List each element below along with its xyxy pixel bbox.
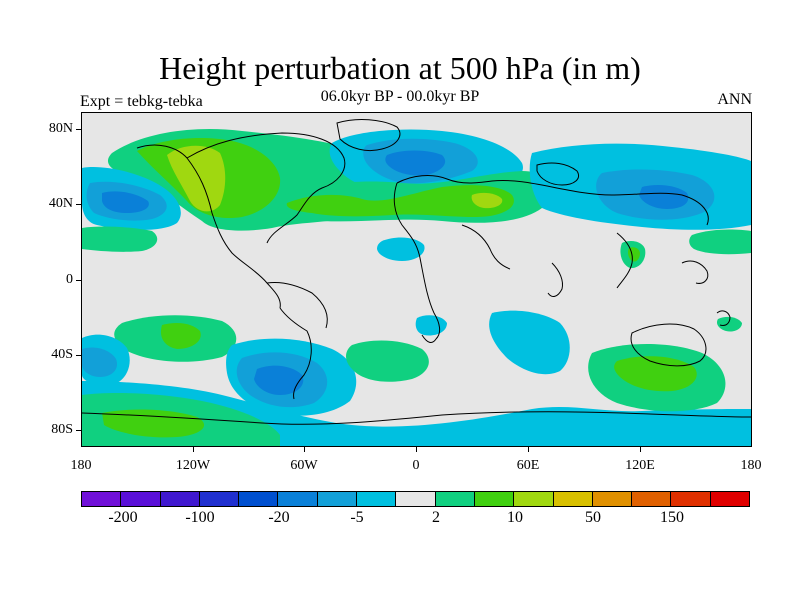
colorbar-swatch xyxy=(474,492,515,506)
anomaly-neg-strong-japan xyxy=(639,185,689,209)
anomaly-pos-mid-south-pacific xyxy=(160,323,201,349)
lon-label-120e: 120E xyxy=(625,458,655,473)
anomaly-neg-weak-africa xyxy=(415,315,447,336)
lon-tick xyxy=(416,446,417,452)
anomaly-neg-weak-indian-ocean xyxy=(489,310,570,375)
lon-tick xyxy=(193,446,194,452)
anomaly-pos-strong-europe xyxy=(471,192,503,209)
lon-label-60w: 60W xyxy=(290,458,318,473)
lon-label-0: 0 xyxy=(412,458,420,473)
lat-tick xyxy=(76,129,82,130)
experiment-label: Expt = tebkg-tebka xyxy=(80,93,203,110)
coastlines xyxy=(82,119,751,425)
anomaly-neg-strong-south-america xyxy=(254,365,304,395)
lat-tick xyxy=(76,280,82,281)
colorbar-swatch xyxy=(514,492,554,506)
anomaly-pos-weak-south-atlantic xyxy=(346,340,429,382)
colorbar-swatch xyxy=(592,492,633,506)
lon-tick xyxy=(304,446,305,452)
anomaly-neg-strong-iceland xyxy=(385,150,446,176)
lon-tick xyxy=(528,446,529,452)
season-label: ANN xyxy=(717,91,752,108)
map-subtitle: 06.0kyr BP - 00.0kyr BP xyxy=(320,88,480,105)
anomaly-pos-mid-antarctic-pacific xyxy=(102,409,205,438)
anomaly-pos-mid-europe xyxy=(286,185,514,217)
map-panel xyxy=(81,112,752,447)
lon-label-180e: 180 xyxy=(740,458,762,473)
lat-tick xyxy=(76,430,82,431)
colorbar-swatch xyxy=(278,492,318,506)
colorbar-swatch xyxy=(239,492,279,506)
anomaly-pos-weak-east-pacific xyxy=(82,226,158,252)
lat-label-0: 0 xyxy=(66,272,73,287)
anomaly-neg-weak-tropical-atlantic xyxy=(377,237,425,261)
colorbar-label: 2 xyxy=(432,509,440,526)
lat-label-80s: 80S xyxy=(51,422,73,437)
colorbar-swatch xyxy=(317,492,358,506)
lat-label-80n: 80N xyxy=(48,121,73,136)
colorbar-swatch xyxy=(396,492,436,506)
anomaly-pos-mid-south-indian xyxy=(614,356,697,392)
anomaly-pos-weak-west-pacific xyxy=(689,229,751,255)
colorbar-swatch xyxy=(82,492,122,506)
colorbar-swatch xyxy=(160,492,200,506)
lat-label-40s: 40S xyxy=(51,347,73,362)
lon-label-60e: 60E xyxy=(516,458,540,473)
colorbar-label: -100 xyxy=(185,509,215,526)
colorbar-label: 150 xyxy=(660,509,684,526)
colorbar-swatch xyxy=(357,492,397,506)
colorbar-label: -200 xyxy=(108,509,138,526)
colorbar-swatch xyxy=(121,492,161,506)
colorbar-label: -20 xyxy=(268,509,290,526)
colorbar-swatch xyxy=(710,492,750,506)
anomaly-neg-strong-north-pacific xyxy=(102,191,149,213)
colorbar-label: 10 xyxy=(507,509,523,526)
colorbar-swatch xyxy=(199,492,240,506)
colorbar xyxy=(81,491,750,507)
anomaly-pos-strong-alaska xyxy=(167,145,226,212)
anomaly-pos-weak-tasman xyxy=(716,316,742,332)
map-canvas xyxy=(82,113,751,446)
colorbar-swatch xyxy=(632,492,672,506)
map-title: Height perturbation at 500 hPa (in m) xyxy=(159,50,641,86)
lat-label-40n: 40N xyxy=(48,196,73,211)
anomaly-neg-mid-southwest-pacific xyxy=(82,347,118,377)
lon-label-120w: 120W xyxy=(175,458,211,473)
colorbar-swatch xyxy=(553,492,593,506)
colorbar-swatch xyxy=(671,492,711,506)
lat-tick xyxy=(76,355,82,356)
colorbar-label: -5 xyxy=(350,509,364,526)
colorbar-swatch xyxy=(435,492,475,506)
lat-tick xyxy=(76,204,82,205)
lon-label-180w: 180 xyxy=(70,458,92,473)
colorbar-label: 50 xyxy=(585,509,601,526)
lon-tick xyxy=(640,446,641,452)
